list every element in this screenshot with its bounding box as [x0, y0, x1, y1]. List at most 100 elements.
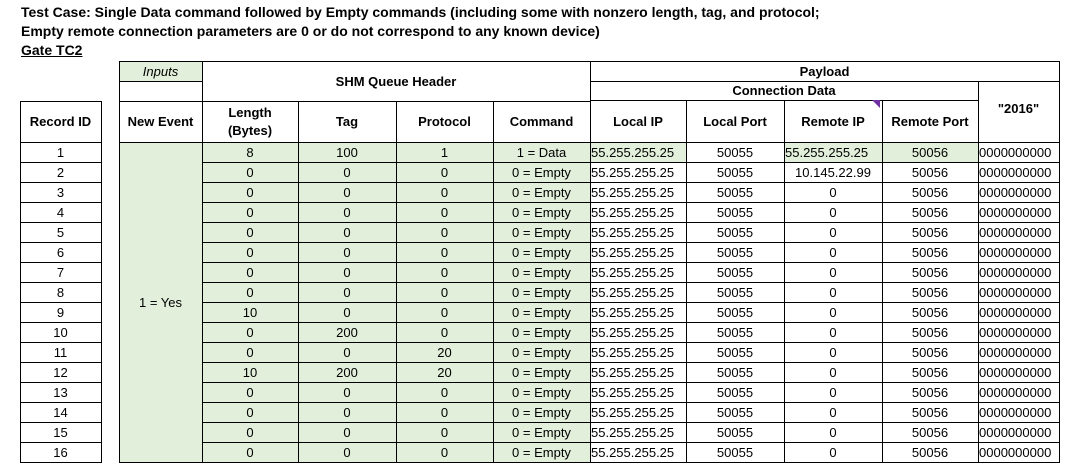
payload-cell: 0000000000 — [979, 284, 1052, 300]
payload-cell: 0000000000 — [979, 204, 1052, 220]
local-port-cell: 50055 — [716, 284, 754, 300]
shm-queue-header-label: SHM Queue Header — [335, 73, 457, 89]
test-case-title: Test Case: Single Data command followed … — [21, 4, 820, 20]
grid-line — [119, 462, 203, 463]
protocol-cell: 20 — [437, 364, 452, 380]
remote-ip-cell: 0 — [829, 244, 837, 260]
tag-cell: 0 — [343, 244, 351, 260]
column-header-command: Command — [509, 114, 574, 129]
remote-ip-cell: 0 — [829, 404, 837, 420]
length-cell: 10 — [242, 304, 258, 320]
local-ip-bg — [591, 143, 686, 162]
protocol-cell: 0 — [440, 284, 449, 300]
payload-cell: 0000000000 — [979, 404, 1052, 420]
payload-cell: 0000000000 — [979, 424, 1052, 440]
grid-line — [202, 61, 1060, 62]
command-cell: 0 = Empty — [512, 224, 571, 240]
remote-port-cell: 50056 — [911, 284, 949, 300]
grid-line — [20, 222, 102, 223]
length-cell: 8 — [246, 144, 254, 160]
grid-line — [20, 442, 102, 443]
column-header-length: Length (Bytes) — [202, 101, 298, 142]
remote-port-cell: 50056 — [911, 384, 949, 400]
protocol-cell: 0 — [440, 304, 449, 320]
local-port-cell: 50055 — [716, 404, 754, 420]
new-event-bg — [120, 143, 202, 462]
length-cell: 0 — [246, 384, 254, 400]
grid-line — [202, 362, 1060, 363]
grid-line — [20, 302, 102, 303]
remote-ip-cell: 0 — [829, 364, 837, 380]
command-cell: 0 = Empty — [512, 364, 571, 380]
tag-cell: 0 — [343, 404, 351, 420]
grid-line — [202, 462, 1060, 463]
local-port-cell: 50055 — [716, 324, 754, 340]
grid-line — [202, 242, 1060, 243]
grid-line — [686, 100, 687, 463]
protocol-cell: 0 — [440, 424, 449, 440]
inputs-group-bg — [120, 62, 202, 81]
grid-line — [202, 442, 1060, 443]
local-port-cell: 50055 — [716, 184, 754, 200]
payload-cell: 0000000000 — [979, 184, 1052, 200]
command-cell: 0 = Empty — [512, 184, 571, 200]
local-ip-cell: 55.255.255.25 — [591, 244, 675, 260]
command-cell: 0 = Empty — [512, 344, 571, 360]
remote-port-cell: 50056 — [911, 444, 949, 460]
protocol-cell: 0 — [440, 204, 449, 220]
record-id-cell: 7 — [56, 264, 65, 280]
grid-line — [20, 282, 102, 283]
record-id-cell: 6 — [56, 244, 65, 260]
local-port-cell: 50055 — [716, 264, 754, 280]
grid-line — [20, 101, 102, 102]
tag-cell: 0 — [343, 184, 351, 200]
local-ip-cell: 55.255.255.25 — [591, 324, 675, 340]
tag-cell: 0 — [343, 164, 351, 180]
length-cell: 0 — [246, 264, 254, 280]
column-header-new-event: New Event — [127, 114, 194, 129]
remote-port-cell: 50056 — [911, 264, 949, 280]
grid-line — [202, 402, 1060, 403]
payload-cell: 0000000000 — [979, 344, 1052, 360]
local-port-cell: 50055 — [716, 144, 754, 160]
payload-cell: 0000000000 — [979, 264, 1052, 280]
grid-line — [20, 462, 102, 463]
grid-line — [202, 342, 1060, 343]
length-cell: 0 — [246, 284, 254, 300]
record-id-cell: 14 — [53, 404, 68, 420]
remote-ip-cell: 10.145.22.99 — [795, 164, 871, 180]
protocol-cell: 0 — [440, 224, 449, 240]
local-port-cell: 50055 — [716, 384, 754, 400]
remote-ip-cell: 0 — [829, 384, 837, 400]
protocol-cell: 0 — [440, 184, 449, 200]
tag-cell: 100 — [336, 144, 358, 160]
grid-line — [202, 182, 1060, 183]
local-port-cell: 50055 — [716, 304, 754, 320]
remote-ip-cell: 0 — [829, 424, 837, 440]
remote-port-cell: 50056 — [911, 244, 949, 260]
remote-port-cell: 50056 — [911, 304, 949, 320]
local-port-cell: 50055 — [716, 424, 754, 440]
tag-cell: 0 — [343, 424, 351, 440]
grid-line — [20, 242, 102, 243]
column-header-record-id: Record ID — [29, 114, 92, 129]
record-id-cell: 16 — [53, 444, 68, 460]
remote-ip-cell: 0 — [829, 444, 837, 460]
local-port-cell: 50055 — [716, 204, 754, 220]
grid-line — [978, 81, 979, 463]
local-port-cell: 50055 — [716, 444, 754, 460]
grid-line — [119, 61, 203, 62]
remote-ip-cell: 0 — [829, 264, 837, 280]
length-cell: 0 — [246, 164, 254, 180]
record-id-cell: 4 — [56, 204, 65, 220]
comment-indicator-icon[interactable] — [872, 100, 880, 108]
local-ip-cell: 55.255.255.25 — [591, 404, 675, 420]
remote-port-cell: 50056 — [911, 224, 949, 240]
column-header-2016: "2016" — [997, 101, 1040, 116]
protocol-cell: 1 — [440, 144, 449, 160]
test-case-subtitle: Empty remote connection parameters are 0… — [21, 23, 600, 39]
local-ip-cell: 55.255.255.25 — [591, 204, 675, 220]
protocol-cell: 0 — [440, 384, 449, 400]
local-ip-cell: 55.255.255.25 — [591, 264, 675, 280]
payload-cell: 0000000000 — [979, 164, 1052, 180]
